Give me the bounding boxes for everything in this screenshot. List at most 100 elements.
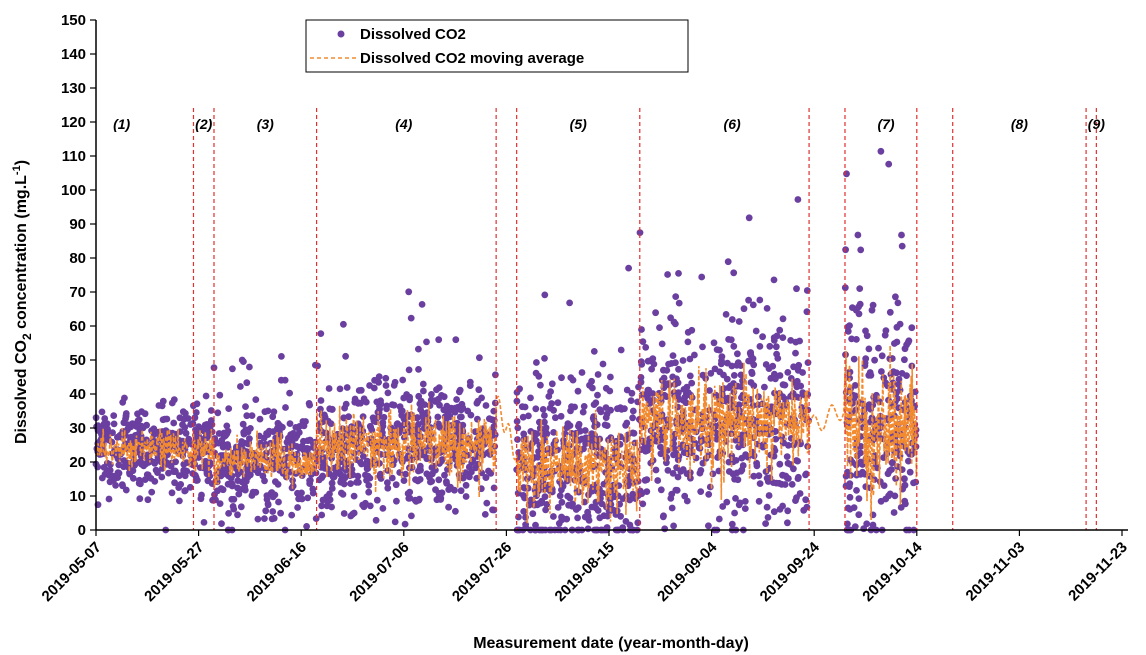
data-point — [114, 469, 122, 477]
data-point — [910, 479, 917, 487]
data-point — [802, 496, 810, 504]
data-point — [404, 490, 412, 497]
y-tick-label: 90 — [69, 216, 86, 233]
data-point — [542, 506, 549, 514]
data-point — [787, 375, 795, 382]
data-point — [221, 470, 229, 478]
data-point — [648, 365, 655, 373]
data-point — [393, 420, 401, 428]
data-point — [390, 382, 398, 389]
data-point — [182, 429, 190, 437]
data-point — [466, 378, 474, 386]
data-point — [779, 315, 787, 323]
data-point — [567, 374, 575, 381]
data-point — [730, 372, 738, 379]
data-point — [451, 408, 459, 416]
data-point — [491, 399, 499, 407]
y-tick-label: 70 — [69, 284, 86, 301]
data-point — [543, 430, 551, 438]
data-point — [728, 520, 736, 528]
data-point — [853, 487, 860, 494]
data-point — [219, 486, 227, 494]
y-tick-label: 120 — [61, 114, 86, 131]
data-point — [596, 514, 604, 522]
data-point — [436, 401, 443, 409]
data-point — [100, 464, 108, 471]
data-point — [365, 488, 373, 496]
data-point — [706, 483, 714, 491]
data-point — [370, 384, 378, 392]
data-point — [637, 378, 645, 386]
data-point — [557, 412, 565, 420]
data-point — [456, 386, 464, 394]
data-point — [326, 490, 333, 498]
data-point — [598, 500, 606, 508]
data-point — [683, 497, 691, 505]
data-point — [625, 264, 632, 272]
data-point — [212, 496, 219, 504]
data-point — [327, 420, 335, 428]
data-point — [848, 335, 855, 343]
data-point — [756, 480, 764, 487]
data-point — [804, 359, 812, 366]
data-point — [584, 525, 592, 533]
data-point — [855, 511, 863, 519]
data-point — [790, 363, 797, 371]
data-point — [440, 393, 448, 401]
data-point — [180, 460, 188, 468]
data-point — [672, 293, 680, 300]
data-point — [905, 337, 913, 345]
data-point — [275, 498, 282, 506]
data-point — [599, 360, 607, 368]
data-point — [100, 420, 108, 428]
data-point — [318, 511, 326, 519]
data-point — [339, 478, 346, 486]
data-point — [870, 393, 878, 401]
data-point — [667, 314, 674, 322]
data-point — [877, 147, 885, 155]
data-point — [696, 469, 704, 477]
data-point — [265, 427, 273, 435]
data-point — [697, 488, 705, 495]
data-point — [581, 513, 589, 521]
data-point — [342, 466, 350, 474]
data-point — [710, 339, 718, 347]
data-point — [518, 403, 526, 411]
data-point — [779, 381, 787, 389]
data-point — [256, 415, 264, 423]
data-point — [473, 399, 481, 407]
data-point — [759, 333, 766, 341]
data-point — [362, 398, 370, 406]
data-point — [402, 470, 409, 478]
data-point — [776, 326, 784, 334]
data-point — [846, 505, 854, 513]
data-point — [312, 515, 320, 522]
data-point — [172, 468, 179, 476]
data-point — [306, 436, 314, 444]
data-point — [770, 334, 778, 341]
data-point — [476, 354, 483, 362]
data-point — [377, 470, 384, 478]
data-point — [753, 462, 761, 470]
data-point — [145, 459, 153, 466]
data-point — [134, 417, 142, 424]
data-point — [892, 293, 899, 301]
data-point — [306, 477, 313, 484]
data-point — [342, 352, 349, 360]
data-point — [770, 276, 778, 284]
data-point — [875, 344, 882, 352]
data-point — [901, 345, 909, 353]
legend-label-average: Dissolved CO2 moving average — [360, 50, 584, 67]
data-point — [415, 345, 422, 353]
data-point — [756, 343, 764, 350]
data-point — [888, 466, 895, 473]
data-point — [688, 326, 696, 334]
data-point — [261, 515, 268, 522]
data-point — [187, 421, 195, 428]
data-point — [643, 476, 651, 484]
data-point — [459, 404, 467, 412]
data-point — [617, 346, 625, 354]
x-tick-label: 2019-05-27 — [141, 539, 207, 605]
data-point — [419, 380, 427, 388]
data-point — [219, 443, 227, 451]
